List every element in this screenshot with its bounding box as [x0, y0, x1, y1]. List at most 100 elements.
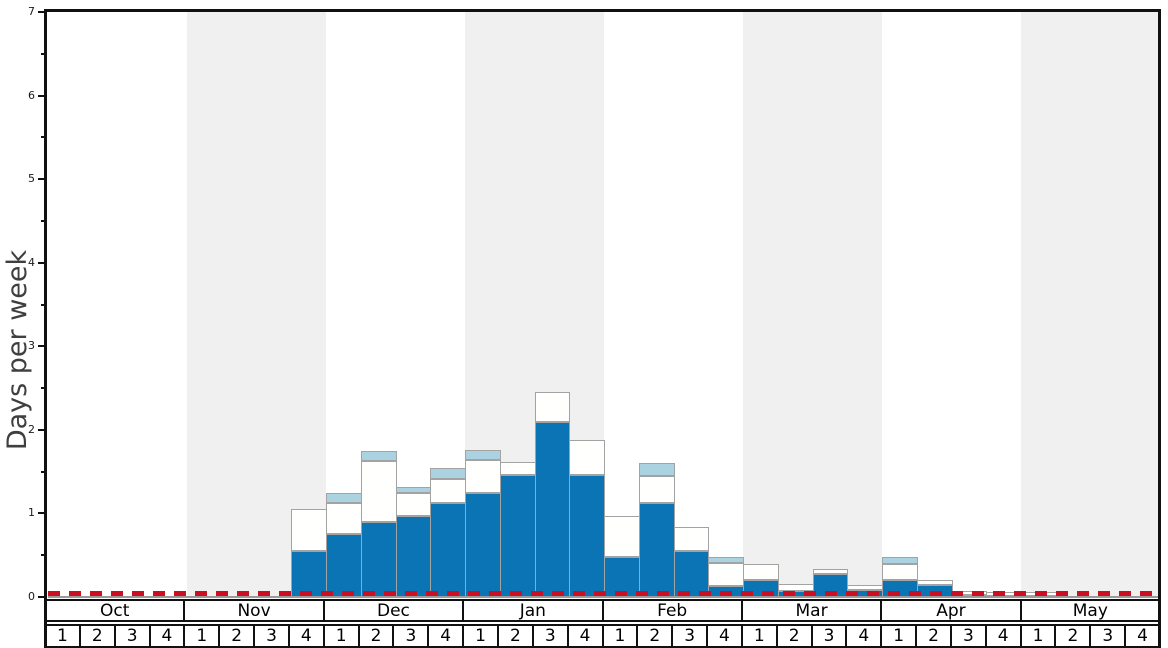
week-number-cell: 4: [566, 626, 602, 646]
bar-segment-white: [638, 475, 675, 504]
y-tick-label: 6: [28, 88, 35, 102]
bar-segment-dark-blue: [395, 515, 432, 597]
week-number-cell: 1: [462, 626, 497, 646]
zero-baseline: [48, 596, 1160, 598]
bar-segment-white: [291, 509, 327, 552]
month-band-oct: [48, 12, 187, 597]
bar-segment-white: [499, 462, 536, 475]
bar-segment-light-blue: [430, 468, 466, 480]
month-label-nov: Nov: [183, 601, 322, 620]
bar-segment-white: [882, 563, 918, 581]
bar-segment-white: [360, 460, 397, 522]
week-number-cell: 4: [845, 626, 880, 646]
week-number-cell: 1: [183, 626, 218, 646]
week-number-cell: 1: [57, 626, 68, 646]
week-number-cell: 1: [880, 626, 915, 646]
bar-segment-white: [743, 563, 779, 581]
week-number-cell: 2: [1054, 626, 1089, 646]
bar-segment-dark-blue: [569, 475, 605, 597]
bar-segment-light-blue: [638, 463, 675, 476]
bar-segment-white: [812, 568, 849, 574]
week-number-cell: 4: [984, 626, 1020, 646]
bar-segment-light-blue: [708, 556, 744, 563]
week-number-cell: 3: [1089, 626, 1124, 646]
y-major-tick: [38, 11, 46, 13]
bar-segment-dark-blue: [534, 421, 571, 597]
week-number-cell: 3: [392, 626, 427, 646]
week-number-cell: 1: [601, 626, 637, 646]
y-minor-tick: [41, 52, 46, 55]
y-minor-tick: [41, 470, 46, 473]
week-number-cell: 4: [1124, 626, 1159, 646]
y-tick-label: 0: [28, 590, 35, 603]
week-number-cell: 3: [253, 626, 288, 646]
week-number-cell: 2: [78, 626, 114, 646]
month-label-apr: Apr: [880, 601, 1019, 620]
y-minor-tick: [41, 387, 46, 390]
y-tick-label: 2: [28, 422, 35, 436]
week-number-cell: 2: [357, 626, 393, 646]
week-number-cell: 1: [322, 626, 358, 646]
y-tick-label: 1: [28, 506, 35, 520]
right-spine: [1158, 9, 1161, 647]
month-band-nov: [187, 12, 326, 597]
y-minor-tick: [41, 554, 46, 557]
y-major-tick: [38, 178, 46, 181]
y-minor-tick: [41, 136, 46, 139]
y-tick-label: 3: [28, 339, 35, 353]
month-label-dec: Dec: [322, 601, 462, 620]
y-minor-tick: [41, 303, 46, 306]
reference-dashed-line: [48, 591, 1160, 596]
week-number-cell: 3: [531, 626, 567, 646]
bar-segment-light-blue: [882, 556, 918, 564]
week-number-cell: 4: [287, 626, 323, 646]
y-major-tick: [38, 512, 46, 515]
bar-segment-light-blue: [360, 450, 397, 461]
bar-segment-dark-blue: [465, 492, 501, 597]
y-major-tick: [38, 261, 46, 264]
week-number-cell: 3: [671, 626, 706, 646]
bar-segment-white: [847, 585, 883, 591]
week-number-cell: 1: [1019, 626, 1055, 646]
y-major-tick: [38, 345, 46, 348]
month-label-oct: Oct: [99, 601, 130, 620]
bar-segment-white: [465, 459, 501, 493]
month-band-mar: [743, 12, 882, 597]
bar-segment-dark-blue: [291, 551, 327, 597]
bar-segment-white: [708, 562, 744, 587]
month-band-apr: [882, 12, 1021, 597]
bar-segment-white: [569, 439, 605, 475]
y-tick-label: 7: [28, 5, 35, 18]
week-number-cell: 2: [915, 626, 950, 646]
y-minor-tick: [41, 219, 46, 222]
week-number-cell: 2: [218, 626, 253, 646]
week-number-cell: 1: [740, 626, 776, 646]
y-major-tick: [38, 428, 46, 431]
month-label-feb: Feb: [601, 601, 741, 620]
bar-segment-dark-blue: [430, 503, 466, 597]
week-number-cell: 4: [706, 626, 741, 646]
bar-segment-light-blue: [326, 492, 362, 503]
bar-segment-dark-blue: [326, 534, 362, 597]
y-tick-label: 4: [28, 255, 35, 269]
week-number-cell: 4: [427, 626, 462, 646]
month-label-jan: Jan: [462, 601, 601, 620]
month-axis-row: Oct Nov Dec Jan Feb Mar Apr May: [44, 599, 1161, 622]
y-tick-label: 5: [28, 172, 35, 186]
week-number-cell: 2: [775, 626, 811, 646]
bar-segment-white: [326, 502, 362, 535]
week-number-cell: 4: [148, 626, 184, 646]
month-label-mar: Mar: [740, 601, 880, 620]
bar-segment-dark-blue: [638, 503, 675, 597]
week-number-cell: 2: [496, 626, 532, 646]
bar-segment-white: [534, 392, 571, 422]
week-number-cell: 3: [949, 626, 985, 646]
week-number-cell: 3: [810, 626, 846, 646]
bar-segment-white: [430, 479, 466, 504]
week-number-cell: 3: [113, 626, 149, 646]
bar-segment-white: [604, 515, 640, 557]
bar-segment-white: [673, 526, 710, 552]
month-label-may: May: [1019, 601, 1159, 620]
